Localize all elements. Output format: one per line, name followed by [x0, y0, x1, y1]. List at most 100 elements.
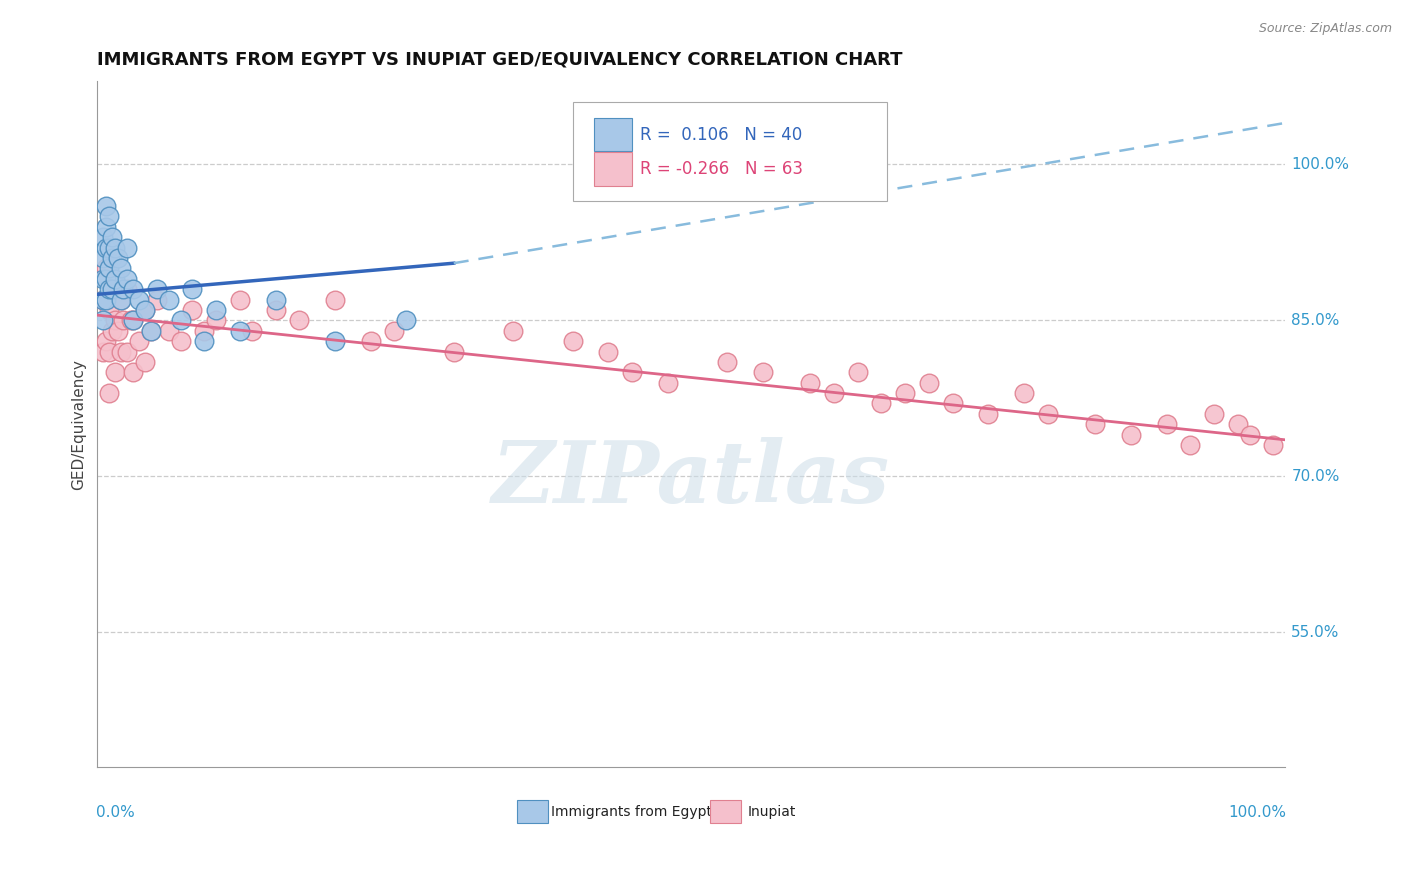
FancyBboxPatch shape — [593, 118, 631, 152]
Point — [112, 282, 135, 296]
Point — [115, 344, 138, 359]
Text: 100.0%: 100.0% — [1291, 157, 1350, 172]
Point — [134, 302, 156, 317]
FancyBboxPatch shape — [517, 800, 547, 823]
Point — [1239, 427, 1261, 442]
Point — [169, 313, 191, 327]
Point — [657, 376, 679, 390]
Point — [122, 365, 145, 379]
Point — [205, 313, 228, 327]
Point — [98, 302, 121, 317]
Point — [100, 251, 122, 265]
Point — [288, 313, 311, 327]
Point — [122, 313, 145, 327]
Point — [104, 313, 127, 327]
Point — [193, 334, 215, 348]
Point — [502, 324, 524, 338]
Point — [716, 355, 738, 369]
Point — [98, 261, 121, 276]
Point — [1156, 417, 1178, 432]
Point — [894, 386, 917, 401]
Point — [128, 293, 150, 307]
Point — [98, 344, 121, 359]
Point — [1180, 438, 1202, 452]
Point — [110, 293, 132, 307]
Point — [264, 293, 287, 307]
Point — [323, 334, 346, 348]
Point — [91, 344, 114, 359]
Text: 70.0%: 70.0% — [1291, 468, 1340, 483]
Point — [157, 324, 180, 338]
Point — [1012, 386, 1035, 401]
Point — [104, 272, 127, 286]
Text: Inupiat: Inupiat — [747, 805, 796, 819]
Point — [91, 272, 114, 286]
Point — [115, 241, 138, 255]
Point — [94, 219, 117, 234]
Point — [91, 313, 114, 327]
Point — [100, 282, 122, 296]
Text: 55.0%: 55.0% — [1291, 624, 1340, 640]
Point — [181, 302, 204, 317]
Point — [977, 407, 1000, 421]
Point — [145, 282, 167, 296]
Point — [100, 282, 122, 296]
Point — [94, 199, 117, 213]
Point — [395, 313, 418, 327]
Point — [110, 344, 132, 359]
Point — [115, 282, 138, 296]
Point — [799, 376, 821, 390]
Point — [134, 355, 156, 369]
Point — [91, 230, 114, 244]
Point — [823, 386, 845, 401]
Point — [382, 324, 405, 338]
Text: R =  0.106   N = 40: R = 0.106 N = 40 — [640, 126, 803, 144]
FancyBboxPatch shape — [710, 800, 741, 823]
Point — [620, 365, 643, 379]
Point — [229, 324, 252, 338]
Text: IMMIGRANTS FROM EGYPT VS INUPIAT GED/EQUIVALENCY CORRELATION CHART: IMMIGRANTS FROM EGYPT VS INUPIAT GED/EQU… — [97, 51, 903, 69]
Point — [751, 365, 773, 379]
Point — [110, 293, 132, 307]
Point — [942, 396, 965, 410]
Point — [94, 272, 117, 286]
Point — [98, 282, 121, 296]
Point — [264, 302, 287, 317]
Point — [139, 324, 162, 338]
Point — [360, 334, 382, 348]
Point — [128, 334, 150, 348]
Point — [870, 396, 893, 410]
Point — [169, 334, 191, 348]
Point — [1204, 407, 1226, 421]
Point — [918, 376, 941, 390]
Point — [1263, 438, 1285, 452]
Point — [598, 344, 620, 359]
Point — [139, 324, 162, 338]
Point — [145, 293, 167, 307]
Point — [91, 251, 114, 265]
Point — [115, 272, 138, 286]
Point — [107, 251, 129, 265]
Point — [112, 313, 135, 327]
Point — [443, 344, 465, 359]
Text: 100.0%: 100.0% — [1229, 805, 1286, 820]
Point — [98, 386, 121, 401]
Point — [1084, 417, 1107, 432]
Text: 85.0%: 85.0% — [1291, 313, 1340, 328]
Point — [205, 302, 228, 317]
Y-axis label: GED/Equivalency: GED/Equivalency — [72, 359, 86, 490]
Point — [240, 324, 263, 338]
Text: ZIPatlas: ZIPatlas — [492, 437, 890, 521]
Text: 0.0%: 0.0% — [96, 805, 135, 820]
Point — [98, 210, 121, 224]
Point — [104, 365, 127, 379]
Point — [98, 241, 121, 255]
FancyBboxPatch shape — [593, 152, 631, 186]
FancyBboxPatch shape — [572, 102, 887, 202]
Point — [104, 241, 127, 255]
Point — [846, 365, 869, 379]
Point — [134, 302, 156, 317]
Point — [94, 334, 117, 348]
Point — [181, 282, 204, 296]
Text: R = -0.266   N = 63: R = -0.266 N = 63 — [640, 161, 803, 178]
